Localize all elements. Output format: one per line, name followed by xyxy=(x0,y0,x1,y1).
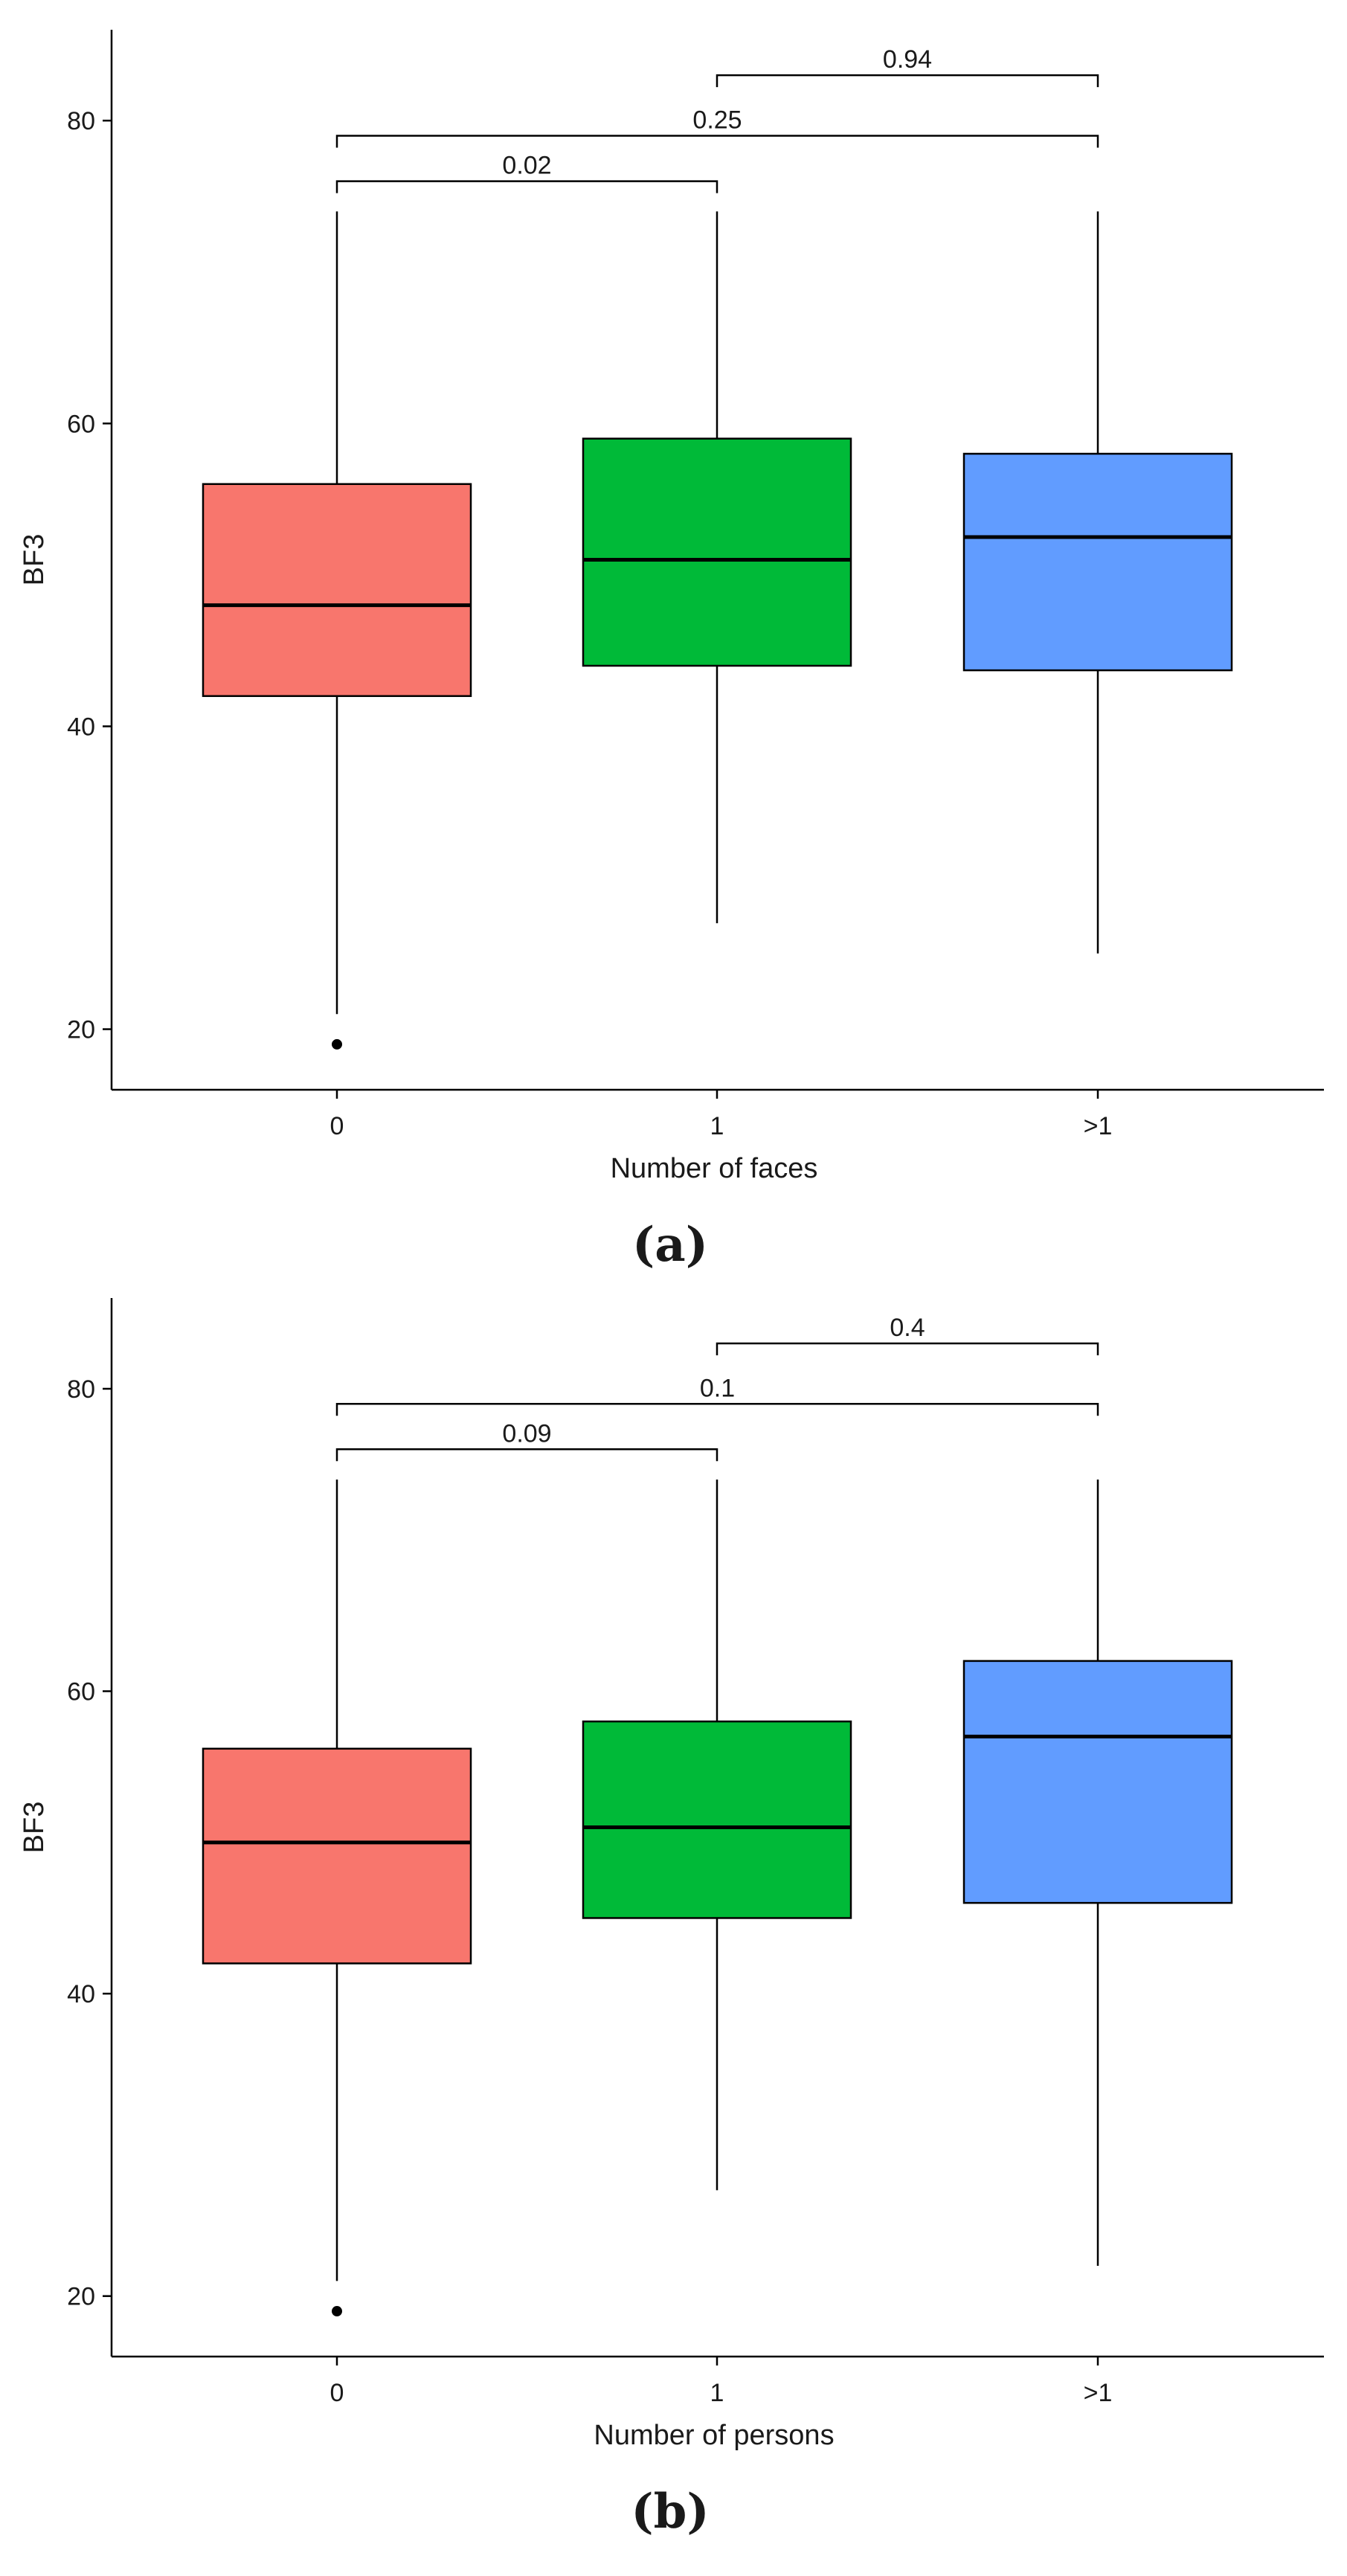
x-tick-label: 1 xyxy=(710,2379,724,2407)
panel-a: 20 40 60 80 0 1 >1 Number of faces BF3 0.94 0.25 0.… xyxy=(19,30,1324,1273)
box-iqr xyxy=(202,483,472,697)
box-iqr xyxy=(582,437,852,667)
y-tick-label: 20 xyxy=(67,2283,95,2311)
p-value-label: 0.02 xyxy=(502,152,551,180)
p-value-label: 0.1 xyxy=(700,1374,735,1402)
p-value-label: 0.25 xyxy=(692,106,742,135)
x-tick-label: >1 xyxy=(1084,1112,1113,1140)
comparison-bracket xyxy=(716,1342,1099,1355)
panel-b: 20 40 60 80 0 1 >1 Number of persons BF3 0.4 0.1 0.… xyxy=(19,1298,1324,2540)
comparison-bracket xyxy=(716,74,1099,88)
x-axis-title: Number of faces xyxy=(611,1153,818,1184)
y-tick-label: 40 xyxy=(67,713,95,741)
p-value-label: 0.09 xyxy=(502,1419,551,1448)
y-tick-label: 60 xyxy=(67,1678,95,1706)
comparison-bracket xyxy=(335,1448,718,1462)
x-tick-label: 1 xyxy=(710,1112,724,1140)
comparison-bracket xyxy=(335,1403,1099,1416)
outlier-point xyxy=(332,1038,342,1050)
box-iqr xyxy=(202,1747,472,1965)
y-tick-label: 80 xyxy=(67,1375,95,1404)
x-tick-label: 0 xyxy=(330,2379,344,2407)
outlier-point xyxy=(332,2306,342,2317)
box-iqr xyxy=(962,452,1233,672)
y-axis-title: BF3 xyxy=(19,1802,50,1854)
x-tick-label: >1 xyxy=(1084,2379,1113,2407)
x-tick-label: 0 xyxy=(330,1112,344,1140)
p-value-label: 0.94 xyxy=(883,45,932,74)
panel-caption: (a) xyxy=(632,1217,708,1273)
y-tick-label: 60 xyxy=(67,410,95,438)
box-iqr xyxy=(962,1660,1233,1904)
comparison-bracket xyxy=(335,180,718,193)
panel-caption: (b) xyxy=(631,2484,709,2540)
y-tick-label: 20 xyxy=(67,1016,95,1044)
x-axis-title: Number of persons xyxy=(594,2420,834,2451)
comparison-bracket xyxy=(335,135,1099,148)
y-tick-label: 80 xyxy=(67,107,95,135)
box-iqr xyxy=(582,1720,852,1919)
y-axis-title: BF3 xyxy=(19,534,50,586)
y-tick-label: 40 xyxy=(67,1980,95,2008)
p-value-label: 0.4 xyxy=(890,1314,925,1342)
